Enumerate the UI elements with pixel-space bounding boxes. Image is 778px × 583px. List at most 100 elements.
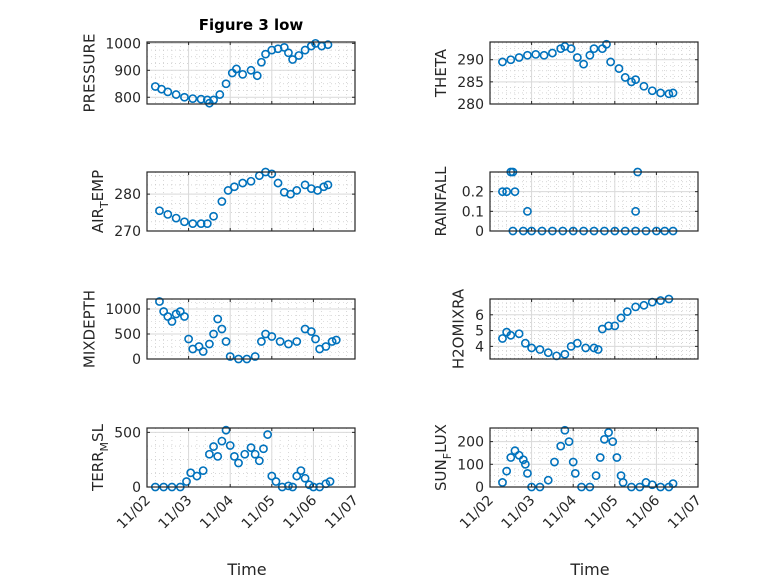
data-point xyxy=(608,437,618,447)
y-axis-label: PRESSURE xyxy=(81,34,99,113)
data-point xyxy=(664,89,674,99)
data-point xyxy=(180,312,189,321)
data-point xyxy=(514,53,524,62)
y-axis-label: TERRMSL xyxy=(89,423,111,492)
y-tick-label: 0.1 xyxy=(462,204,484,220)
data-point xyxy=(600,434,609,444)
data-point xyxy=(198,347,208,356)
data-point xyxy=(570,468,580,478)
data-point xyxy=(292,471,302,481)
data-point xyxy=(292,186,302,195)
data-point xyxy=(229,452,239,461)
data-point xyxy=(631,206,640,216)
axes-box xyxy=(489,41,699,105)
x-tick-label: 11/05 xyxy=(582,493,622,533)
data-point xyxy=(209,442,218,451)
data-point xyxy=(616,313,626,323)
data-point xyxy=(498,334,507,343)
y-tick-label: 1000 xyxy=(105,302,141,318)
data-point xyxy=(566,44,576,54)
data-point xyxy=(275,337,285,346)
y-tick-label: 280 xyxy=(457,97,484,113)
data-point xyxy=(246,65,256,75)
data-point xyxy=(223,186,233,195)
data-point xyxy=(256,337,266,346)
y-tick-label: 100 xyxy=(457,457,484,473)
data-point xyxy=(647,297,657,307)
data-point xyxy=(543,475,553,485)
data-point xyxy=(572,338,582,348)
data-point xyxy=(294,51,304,60)
data-point xyxy=(221,425,231,435)
data-point xyxy=(535,345,545,354)
data-point xyxy=(311,334,320,344)
data-point xyxy=(319,182,329,192)
data-point xyxy=(182,477,191,486)
data-point xyxy=(591,471,601,481)
y-tick-label: 0 xyxy=(475,480,484,496)
data-point xyxy=(273,178,283,188)
data-point xyxy=(238,69,248,79)
y-axis-label: MIXDEPTH xyxy=(81,290,99,368)
data-point xyxy=(271,477,281,486)
x-tick-label: 11/03 xyxy=(156,493,196,533)
axes-box xyxy=(146,427,356,488)
axes-h2omixra: 456 H2OMIXRA xyxy=(449,288,699,369)
data-point xyxy=(647,480,657,490)
data-point xyxy=(631,302,640,312)
data-point xyxy=(589,44,599,54)
data-point xyxy=(523,50,532,60)
data-point xyxy=(288,55,297,64)
data-point xyxy=(163,210,173,219)
data-point xyxy=(543,348,553,358)
data-point xyxy=(209,329,218,339)
data-point xyxy=(256,57,266,67)
data-point xyxy=(622,307,632,317)
data-point xyxy=(284,48,293,58)
y-axis-label: RAINFALL xyxy=(432,166,450,237)
data-point xyxy=(523,468,532,478)
data-point xyxy=(296,466,306,476)
data-point xyxy=(225,441,235,450)
data-point xyxy=(498,187,507,197)
data-point xyxy=(593,345,603,354)
data-point xyxy=(502,466,512,476)
data-point xyxy=(506,55,516,65)
axes-pressure: 800 900 1000 PRESSURE xyxy=(81,34,356,113)
y-tick-label: 200 xyxy=(457,435,484,451)
data-point xyxy=(300,180,310,190)
data-point xyxy=(589,343,599,353)
x-tick-label: 11/06 xyxy=(623,492,663,532)
data-point xyxy=(209,211,218,221)
data-point xyxy=(585,50,595,60)
y-tick-label: 0.2 xyxy=(462,185,484,201)
axes-box xyxy=(146,171,356,232)
y-tick-label: 5 xyxy=(475,324,484,340)
y-axis-label: AIRTEMP xyxy=(89,170,111,233)
figure-title: Figure 3 low xyxy=(199,16,304,34)
data-point xyxy=(520,459,530,469)
y-tick-label: 1000 xyxy=(105,36,141,52)
data-point xyxy=(602,39,611,49)
data-point xyxy=(300,45,310,55)
x-axis-label: Time xyxy=(569,560,609,579)
data-point xyxy=(254,456,264,466)
data-point xyxy=(202,219,212,229)
y-tick-label: 290 xyxy=(457,53,484,69)
x-tick-label: 11/04 xyxy=(197,492,237,532)
data-point xyxy=(267,471,277,481)
data-point xyxy=(234,458,243,468)
data-point xyxy=(155,206,164,216)
data-point xyxy=(279,42,289,52)
axes-theta: 280 285 290 THETA xyxy=(432,39,699,113)
data-point xyxy=(267,169,277,179)
data-point xyxy=(221,79,231,89)
data-point xyxy=(331,335,341,345)
x-tick-label: 11/07 xyxy=(322,493,362,533)
data-point xyxy=(612,453,622,462)
y-tick-label: 6 xyxy=(475,308,484,324)
data-point xyxy=(568,457,578,467)
